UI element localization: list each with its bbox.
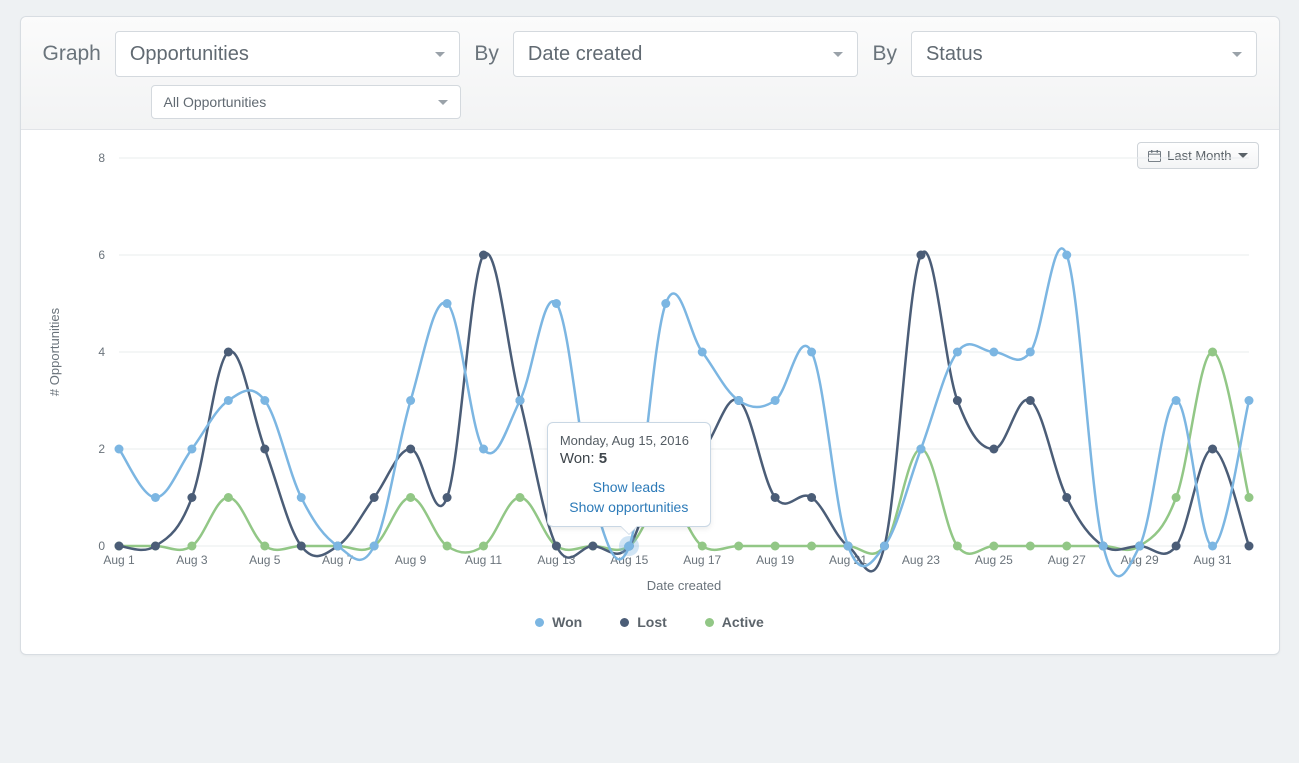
svg-text:Aug 17: Aug 17 bbox=[683, 553, 721, 567]
svg-text:6: 6 bbox=[98, 248, 105, 262]
chevron-down-icon bbox=[435, 52, 445, 57]
graph-type-value: Opportunities bbox=[130, 43, 249, 66]
tooltip-point-halo bbox=[619, 536, 639, 556]
tooltip-value: 5 bbox=[599, 450, 607, 467]
x-dimension-value: Date created bbox=[528, 43, 643, 66]
svg-text:Aug 9: Aug 9 bbox=[394, 553, 426, 567]
opportunities-chart[interactable]: 02468Aug 1Aug 3Aug 5Aug 7Aug 9Aug 11Aug … bbox=[41, 144, 1259, 604]
svg-text:Aug 3: Aug 3 bbox=[176, 553, 208, 567]
legend-item-won[interactable]: Won bbox=[535, 614, 582, 630]
legend-label: Lost bbox=[637, 614, 667, 630]
x-dimension-select[interactable]: Date created bbox=[513, 31, 859, 77]
svg-text:Aug 23: Aug 23 bbox=[901, 553, 939, 567]
chart-wrap: 02468Aug 1Aug 3Aug 5Aug 7Aug 9Aug 11Aug … bbox=[41, 144, 1259, 604]
svg-text:Aug 27: Aug 27 bbox=[1047, 553, 1085, 567]
svg-text:Date created: Date created bbox=[646, 578, 720, 593]
svg-text:0: 0 bbox=[98, 539, 105, 553]
legend-dot-icon bbox=[620, 618, 629, 627]
chevron-down-icon bbox=[833, 52, 843, 57]
graph-label: Graph bbox=[43, 42, 101, 66]
by-label-2: By bbox=[872, 42, 897, 66]
legend-dot-icon bbox=[705, 618, 714, 627]
svg-text:Aug 1: Aug 1 bbox=[103, 553, 135, 567]
by-label-1: By bbox=[474, 42, 499, 66]
svg-text:4: 4 bbox=[98, 345, 105, 359]
svg-text:Aug 25: Aug 25 bbox=[974, 553, 1012, 567]
group-dimension-select[interactable]: Status bbox=[911, 31, 1257, 77]
chevron-down-icon bbox=[1232, 52, 1242, 57]
svg-text:# Opportunities: # Opportunities bbox=[47, 307, 62, 396]
legend-item-lost[interactable]: Lost bbox=[620, 614, 667, 630]
chart-body: Last Month 02468Aug 1Aug 3Aug 5Aug 7Aug … bbox=[21, 130, 1279, 654]
tooltip-stat: Won: 5 bbox=[560, 450, 698, 467]
svg-text:Aug 11: Aug 11 bbox=[464, 553, 501, 567]
report-card: Graph Opportunities By Date created By S… bbox=[20, 16, 1280, 655]
legend-label: Active bbox=[722, 614, 764, 630]
chart-legend: Won Lost Active bbox=[41, 614, 1259, 630]
opportunity-filter-value: All Opportunities bbox=[164, 94, 267, 110]
graph-type-select[interactable]: Opportunities bbox=[115, 31, 461, 77]
legend-label: Won bbox=[552, 614, 582, 630]
svg-text:2: 2 bbox=[98, 442, 105, 456]
legend-item-active[interactable]: Active bbox=[705, 614, 764, 630]
show-leads-link[interactable]: Show leads bbox=[560, 477, 698, 497]
sub-filter-row: All Opportunities bbox=[43, 77, 1257, 129]
tooltip-series-label: Won bbox=[560, 450, 591, 467]
chevron-down-icon bbox=[438, 100, 448, 105]
filter-bar: Graph Opportunities By Date created By S… bbox=[21, 17, 1279, 130]
svg-text:Aug 13: Aug 13 bbox=[537, 553, 575, 567]
group-dimension-value: Status bbox=[926, 43, 983, 66]
svg-text:Aug 31: Aug 31 bbox=[1193, 553, 1231, 567]
opportunity-filter-select[interactable]: All Opportunities bbox=[151, 85, 461, 119]
chart-tooltip: Monday, Aug 15, 2016 Won: 5 Show leads S… bbox=[547, 422, 711, 527]
show-opportunities-link[interactable]: Show opportunities bbox=[560, 497, 698, 517]
tooltip-date: Monday, Aug 15, 2016 bbox=[560, 433, 698, 448]
svg-text:Aug 19: Aug 19 bbox=[756, 553, 794, 567]
tooltip-links: Show leads Show opportunities bbox=[560, 477, 698, 518]
svg-text:8: 8 bbox=[98, 151, 105, 165]
svg-text:Aug 5: Aug 5 bbox=[249, 553, 281, 567]
legend-dot-icon bbox=[535, 618, 544, 627]
svg-text:Aug 29: Aug 29 bbox=[1120, 553, 1158, 567]
filter-row: Graph Opportunities By Date created By S… bbox=[43, 31, 1257, 77]
